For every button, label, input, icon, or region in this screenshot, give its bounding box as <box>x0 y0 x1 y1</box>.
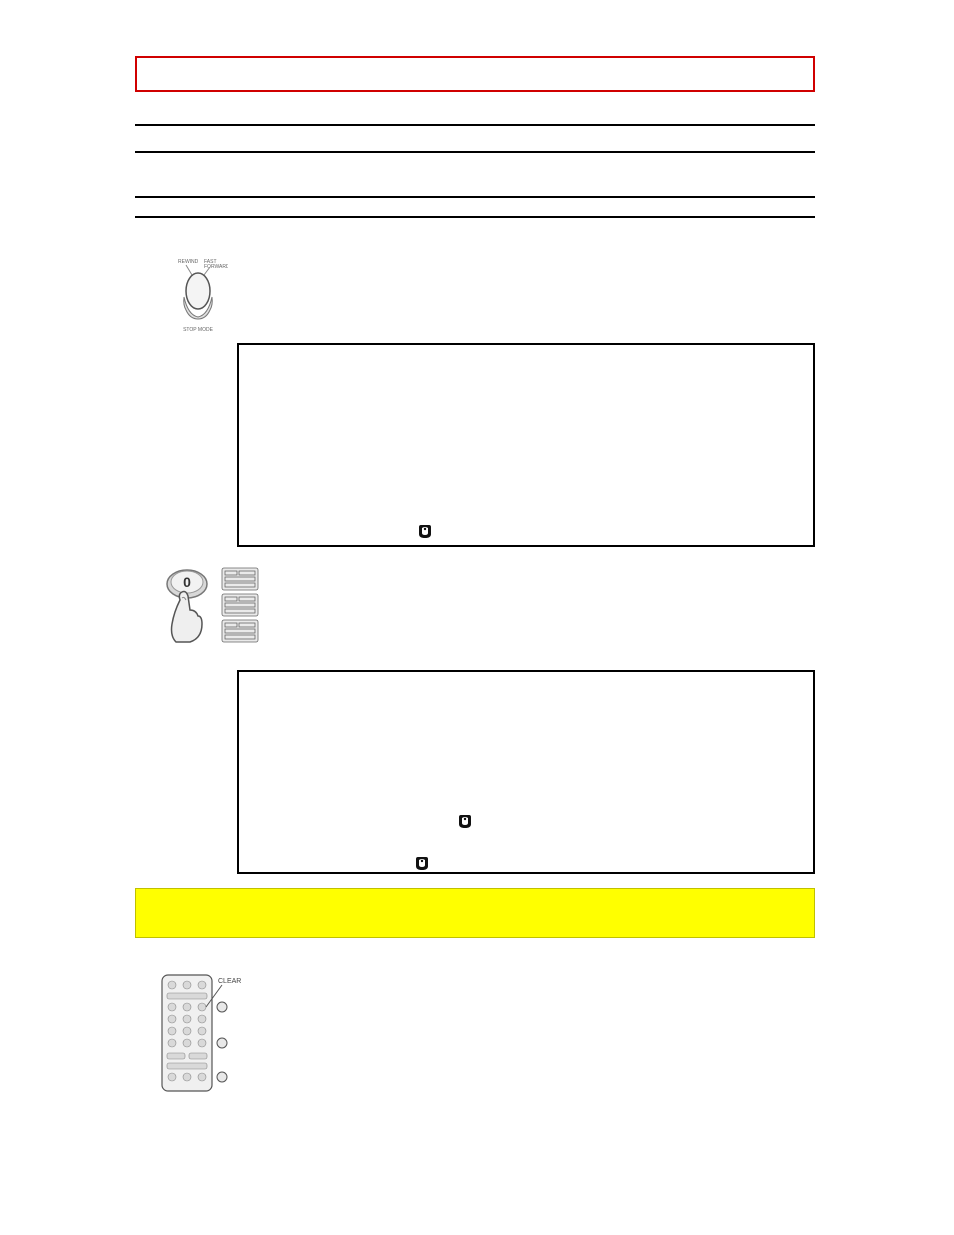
thumbnail-joystick: REWIND FAST FORWARD STOP MODE <box>168 255 228 333</box>
button-press-label: 0 <box>183 574 191 590</box>
joystick-icon: REWIND FAST FORWARD STOP MODE <box>168 255 228 333</box>
thumbnail-remote-full: CLEAR <box>168 973 238 1093</box>
thumbnail-button-press: 0 <box>160 566 215 644</box>
pointing-hand-icon <box>457 814 473 830</box>
joystick-label-ff: FAST FORWARD <box>204 259 228 270</box>
remote-callout-label: CLEAR <box>218 978 241 985</box>
remote-stack-icon <box>220 566 260 644</box>
content-box-2 <box>237 670 815 874</box>
thumbnail-remote-stack <box>220 566 260 644</box>
divider-4 <box>135 216 815 218</box>
content-box-1 <box>237 343 815 547</box>
button-press-icon: 0 <box>160 566 215 644</box>
divider-3 <box>135 196 815 198</box>
joystick-label-rewind: REWIND <box>178 259 199 265</box>
divider-1 <box>135 124 815 126</box>
divider-2 <box>135 151 815 153</box>
remote-full-icon: CLEAR <box>160 973 246 1093</box>
page-root: REWIND FAST FORWARD STOP MODE 0 <box>0 0 954 1235</box>
pointing-hand-icon <box>417 524 433 540</box>
yellow-highlight-bar <box>135 888 815 938</box>
joystick-label-stop: STOP MODE <box>183 327 213 333</box>
top-red-banner <box>135 56 815 92</box>
pointing-hand-icon <box>414 856 430 872</box>
